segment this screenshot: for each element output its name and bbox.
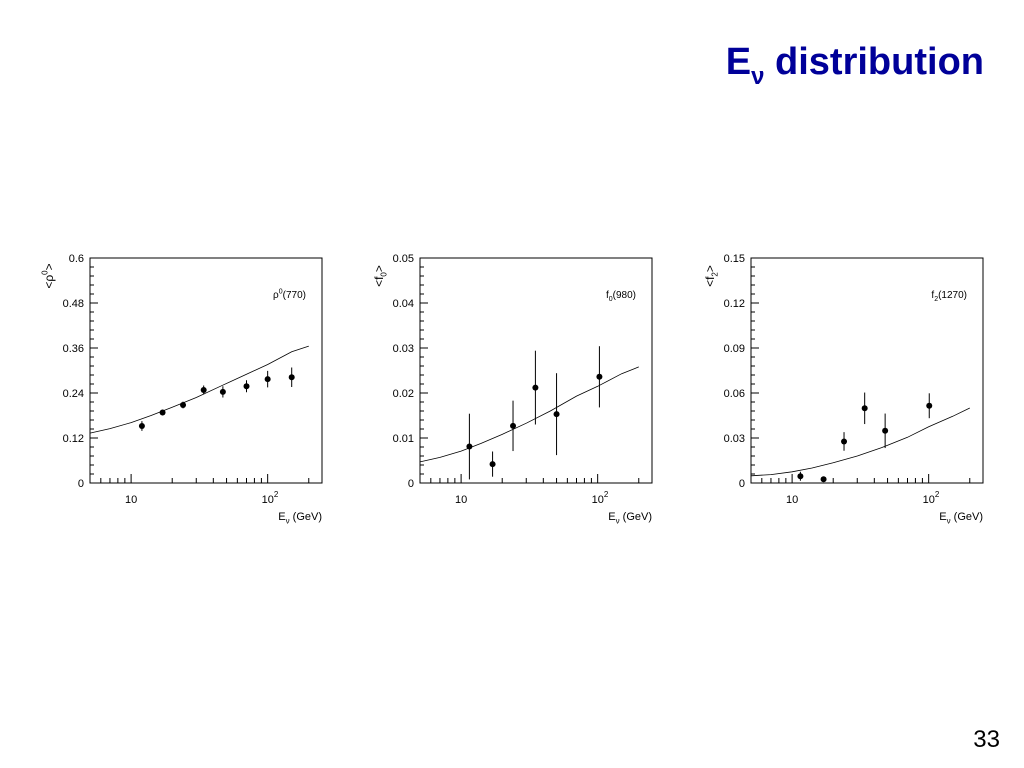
chart-2: 0 0.01 0.02 0.03 0.04 0.05 10 102 Eν (GeV) <f0> f0… <box>372 253 653 525</box>
title-subscript: ν <box>751 63 765 90</box>
model-curve <box>419 366 639 463</box>
data-point <box>219 388 226 395</box>
x-tick-label: 102 <box>592 490 609 506</box>
data-point <box>797 473 804 480</box>
x-tick-label: 102 <box>262 490 279 506</box>
plot-frame <box>89 257 323 484</box>
data-point <box>882 427 889 434</box>
chart-1: 0 0.12 0.24 0.36 0.48 0.6 10 102 Eν (GeV) <ρ0> ρ0(… <box>41 253 323 525</box>
y-tick-label: 0.05 <box>393 253 414 265</box>
data-point <box>466 443 473 450</box>
data-point <box>510 422 517 429</box>
y-tick-label: 0 <box>739 478 745 490</box>
plot-frame <box>750 257 984 484</box>
page-number: 33 <box>973 726 1000 753</box>
y-tick-label: 0 <box>78 478 84 490</box>
y-tick-label: 0.02 <box>393 388 414 400</box>
x-axis-label: Eν (GeV) <box>608 511 652 525</box>
x-axis-label: Eν (GeV) <box>278 511 322 525</box>
data-point <box>138 423 145 429</box>
y-axis-label: <f2> <box>703 265 720 287</box>
chart-3: 0 0.03 0.06 0.09 0.12 0.15 10 102 Eν (GeV) <f2> f2… <box>703 253 984 525</box>
data-point <box>553 411 560 418</box>
y-tick-label: 0.36 <box>63 343 84 355</box>
plot-frame <box>419 257 653 484</box>
y-tick-label: 0.09 <box>724 343 745 355</box>
data-point <box>841 438 848 445</box>
y-axis-label: <ρ0> <box>41 263 56 288</box>
y-tick-label: 0.04 <box>393 298 414 310</box>
x-axis-label: Eν (GeV) <box>939 511 983 525</box>
y-axis-label: <f0> <box>372 265 389 287</box>
title-rest: distribution <box>764 41 984 83</box>
data-point <box>159 409 166 416</box>
x-tick-label: 102 <box>923 490 940 506</box>
model-curve <box>89 345 309 434</box>
y-tick-label: 0.06 <box>724 388 745 400</box>
x-tick-label: 10 <box>125 494 137 506</box>
data-point <box>489 461 496 468</box>
data-point <box>288 374 295 381</box>
y-tick-label: 0 <box>408 478 414 490</box>
y-tick-label: 0.01 <box>393 433 414 445</box>
data-point <box>596 373 603 380</box>
x-tick-label: 10 <box>786 494 798 506</box>
data-point <box>532 384 539 391</box>
data-point <box>200 387 207 393</box>
y-tick-label: 0.6 <box>69 253 84 265</box>
y-tick-label: 0.03 <box>393 343 414 355</box>
title-main: E <box>725 41 752 83</box>
y-tick-label: 0.24 <box>63 388 84 400</box>
slide-title: Eν distribution <box>726 38 984 91</box>
data-point <box>180 402 187 408</box>
series-annotation: f2(1270) <box>931 290 967 303</box>
data-point <box>820 476 827 483</box>
series-annotation: ρ0(770) <box>273 289 306 302</box>
data-point <box>926 402 933 409</box>
y-tick-label: 0.15 <box>724 253 745 265</box>
x-tick-label: 10 <box>455 494 467 506</box>
y-tick-label: 0.03 <box>724 433 745 445</box>
data-point <box>243 383 250 390</box>
series-annotation: f0(980) <box>606 290 636 303</box>
data-point <box>861 405 868 412</box>
y-tick-label: 0.12 <box>63 433 84 445</box>
y-tick-label: 0.12 <box>724 298 745 310</box>
model-curve <box>750 407 970 477</box>
data-point <box>264 376 271 383</box>
y-tick-label: 0.48 <box>63 298 84 310</box>
